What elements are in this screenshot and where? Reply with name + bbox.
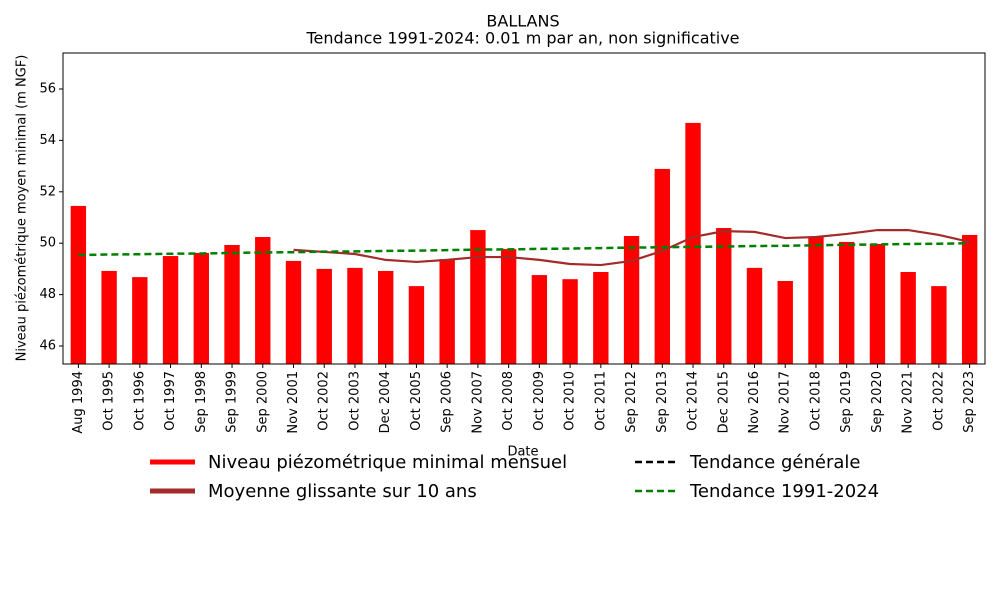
x-tick-label: Sep 2020	[870, 371, 885, 433]
bar	[623, 236, 640, 364]
y-tick-label: 46	[39, 339, 56, 354]
bar	[808, 237, 824, 364]
x-tick-label: Aug 1994	[71, 371, 86, 434]
x-tick-label: Sep 2006	[440, 371, 455, 433]
bar	[378, 270, 394, 364]
x-tick-label: Dec 2015	[716, 371, 731, 433]
bar	[685, 122, 701, 365]
bar	[316, 268, 332, 364]
legend-label: Niveau piézométrique minimal mensuel	[208, 452, 567, 473]
x-tick-label: Nov 2016	[747, 371, 762, 434]
bar	[900, 271, 916, 364]
x-tick-label: Sep 1999	[225, 371, 240, 433]
chart-title: BALLANS	[486, 12, 559, 31]
bar	[531, 275, 548, 364]
bar	[101, 270, 117, 364]
bar	[470, 230, 486, 364]
y-tick-label: 56	[39, 81, 56, 96]
x-tick-label: Nov 2021	[901, 371, 916, 434]
x-axis-label: Date	[507, 445, 538, 460]
bar	[777, 280, 793, 364]
x-tick-label: Oct 1997	[163, 371, 178, 431]
x-tick-label: Oct 2009	[532, 371, 547, 431]
bar	[746, 267, 763, 364]
bar	[285, 260, 302, 364]
bar	[931, 286, 947, 364]
legend-label: Tendance 1991-2024	[689, 481, 879, 502]
legend-label: Tendance générale	[689, 452, 860, 473]
plot-frame	[62, 52, 986, 365]
line	[293, 228, 970, 267]
x-tick-label: Oct 2005	[409, 371, 424, 431]
y-tick-label: 52	[39, 184, 56, 199]
x-tick-label: Oct 2010	[563, 371, 578, 431]
y-tick-label: 54	[39, 133, 56, 148]
x-tick-label: Sep 2012	[624, 371, 639, 433]
bar	[347, 267, 363, 364]
bar	[593, 271, 609, 364]
bar	[716, 228, 732, 364]
x-tick-label: Sep 2013	[655, 371, 670, 433]
bar	[408, 286, 425, 364]
x-tick-label: Sep 2019	[839, 371, 854, 433]
x-tick-label: Oct 2002	[317, 371, 332, 431]
x-tick-label: Nov 2007	[470, 371, 485, 434]
x-tick-label: Sep 1998	[194, 371, 209, 433]
x-tick-label: Nov 2001	[286, 371, 301, 434]
bar	[439, 259, 455, 364]
bar	[562, 279, 578, 364]
bar	[162, 256, 179, 364]
bar	[132, 277, 148, 364]
bar	[654, 168, 670, 364]
x-tick-label: Sep 2000	[255, 371, 270, 433]
bar	[70, 205, 87, 364]
bar	[255, 237, 271, 364]
x-tick-label: Oct 2018	[808, 371, 823, 431]
x-tick-label: Nov 2017	[778, 371, 793, 434]
x-tick-label: Oct 2022	[931, 371, 946, 431]
legend-label: Moyenne glissante sur 10 ans	[208, 481, 477, 502]
y-tick-label: 50	[39, 236, 56, 251]
x-tick-label: Oct 2003	[347, 371, 362, 431]
x-tick-label: Oct 1996	[132, 371, 147, 431]
bar	[869, 243, 886, 364]
x-tick-label: Oct 1995	[102, 371, 117, 431]
x-tick-label: Oct 2008	[501, 371, 516, 431]
chart-subtitle: Tendance 1991-2024: 0.01 m par an, non s…	[305, 29, 739, 48]
bar	[193, 252, 209, 364]
x-tick-label: Oct 2011	[593, 371, 608, 431]
bar	[224, 244, 240, 364]
bar	[839, 241, 855, 364]
y-tick-label: 48	[39, 287, 56, 302]
y-axis-label: Niveau piézométrique moyen minimal (m NG…	[15, 55, 30, 362]
x-tick-label: Oct 2014	[686, 371, 701, 431]
line	[78, 241, 970, 257]
x-tick-label: Dec 2004	[378, 371, 393, 433]
x-tick-label: Sep 2023	[962, 371, 977, 433]
bar	[500, 249, 517, 364]
bar	[961, 234, 978, 364]
